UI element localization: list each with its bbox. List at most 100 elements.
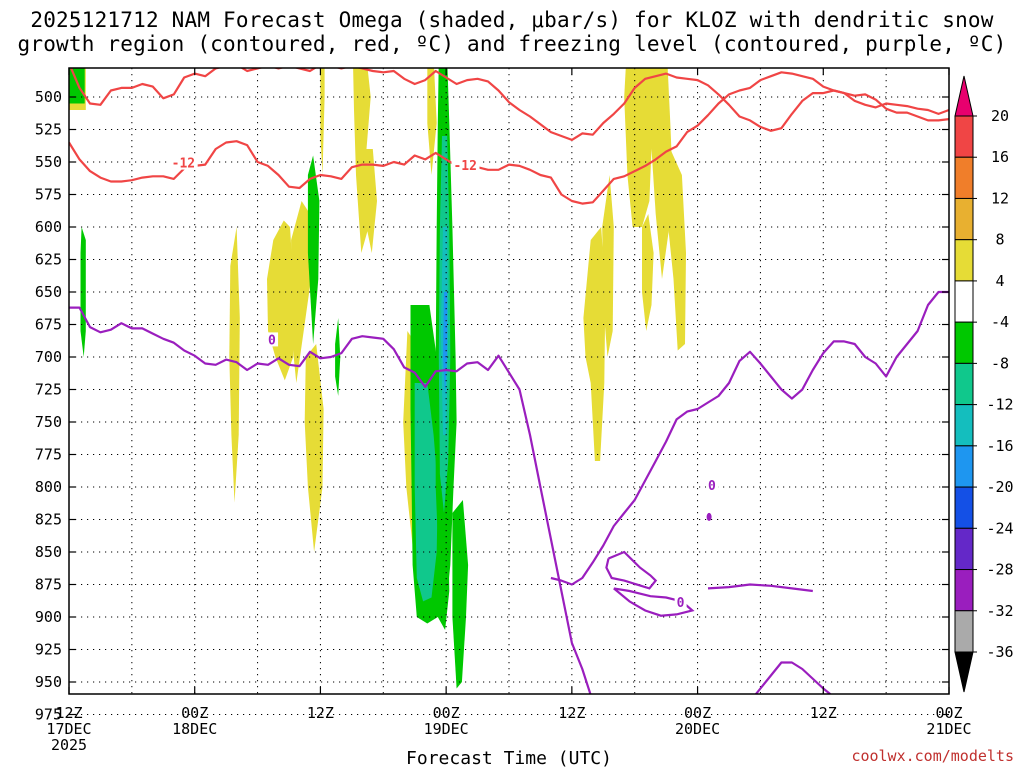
contour-label-freezing-3: 0 xyxy=(708,479,716,494)
freezing-level-lower-loop xyxy=(613,587,695,617)
colorbar-segment-7 xyxy=(954,404,974,447)
contour-layer: -12 -12 0 0 0 xyxy=(69,68,949,694)
omega-area-pos4-24 xyxy=(647,68,673,279)
x-tick-label-24-1: 12Z xyxy=(307,704,334,722)
colorbar-segment-12 xyxy=(954,610,974,653)
contour-label-dgz-1: -12 xyxy=(453,159,476,174)
colorbar-label--28: -28 xyxy=(986,561,1013,579)
colorbar-top-arrow xyxy=(954,75,974,117)
colorbar-label--16: -16 xyxy=(986,437,1013,455)
plot-frame xyxy=(68,67,950,695)
chart-title-line2: growth region (contoured, red, ºC) and f… xyxy=(17,32,1007,56)
colorbar-label-16: 16 xyxy=(991,148,1009,166)
freezing-level-main-contour xyxy=(69,306,592,694)
omega-area-pos4-23 xyxy=(624,68,653,227)
y-tick-label-900: 900 xyxy=(35,608,62,626)
colorbar-segment-3 xyxy=(954,239,974,282)
colorbar-label--20: -20 xyxy=(986,478,1013,496)
y-tick-label-825: 825 xyxy=(35,511,62,529)
x-tick-label-0-2: 17DEC xyxy=(46,720,91,738)
y-axis-ticks: 500 525 550 575 600 625 650 675 700 725 750 775 800 8… xyxy=(35,88,949,724)
y-tick-label-525: 525 xyxy=(35,121,62,139)
colorbar-segment-5 xyxy=(954,321,974,364)
colorbar-label--24: -24 xyxy=(986,519,1013,537)
colorbar-segment-4 xyxy=(954,280,974,323)
y-tick-label-650: 650 xyxy=(35,283,62,301)
y-tick-label-700: 700 xyxy=(35,348,62,366)
omega-area-pos4-11 xyxy=(364,149,377,253)
y-tick-label-800: 800 xyxy=(35,478,62,496)
contour-label-bg-4 xyxy=(674,595,687,609)
y-tick-label-850: 850 xyxy=(35,543,62,561)
omega-area-pos4-4 xyxy=(267,220,294,381)
y-tick-label-675: 675 xyxy=(35,316,62,334)
colorbar-label--8: -8 xyxy=(991,354,1009,372)
y-tick-label-725: 725 xyxy=(35,381,62,399)
freezing-level-tail-contour xyxy=(754,661,832,694)
contour-label-bg-1 xyxy=(451,158,480,173)
omega-area-pos4-6 xyxy=(304,344,324,552)
colorbar-segment-9 xyxy=(954,486,974,529)
colorbar-segment-2 xyxy=(954,197,974,241)
omega-area-pos4-22 xyxy=(602,175,614,357)
x-tick-label-84-1: 00Z xyxy=(935,704,962,722)
colorbar-label--12: -12 xyxy=(986,396,1013,414)
omega-area-neg4-1 xyxy=(69,68,85,104)
y-tick-label-950: 950 xyxy=(35,673,62,691)
colorbar-segment-8 xyxy=(954,445,974,488)
freezing-level-loop-contour xyxy=(707,583,813,593)
contour-label-dgz-0: -12 xyxy=(172,157,195,172)
colorbar-segment-0 xyxy=(954,115,974,158)
x-tick-label-0-1: 12Z xyxy=(55,704,82,722)
freezing-level-dot xyxy=(706,512,712,521)
contour-label-bg-3 xyxy=(706,478,719,492)
colorbar-segment-11 xyxy=(954,569,974,612)
y-tick-label-625: 625 xyxy=(35,251,62,269)
x-tick-label-36-1: 00Z xyxy=(433,704,460,722)
x-axis-label: Forecast Time (UTC) xyxy=(406,748,612,768)
x-tick-label-84-2: 21DEC xyxy=(926,720,971,738)
colorbar-label-20: 20 xyxy=(991,107,1009,125)
y-tick-label-550: 550 xyxy=(35,153,62,171)
colorbar-label--4: -4 xyxy=(991,313,1009,331)
y-tick-label-875: 875 xyxy=(35,576,62,594)
grid-layer xyxy=(69,68,949,715)
freezing-level-small-loop xyxy=(605,550,658,590)
omega-area-neg4-20 xyxy=(452,500,469,689)
colorbar-segment-10 xyxy=(954,527,974,571)
x-tick-label-12-2: 18DEC xyxy=(172,720,217,738)
contour-label-bg-2 xyxy=(266,332,279,347)
omega-area-pos4-8 xyxy=(320,68,325,175)
chart-title-line1: 2025121712 NAM Forecast Omega (shaded, μ… xyxy=(30,8,994,32)
colorbar-label--36: -36 xyxy=(986,643,1013,661)
omega-area-neg8-15 xyxy=(414,383,438,602)
y-tick-label-575: 575 xyxy=(35,186,62,204)
x-tick-label-60-2: 20DEC xyxy=(675,720,720,738)
colorbar-bottom-arrow xyxy=(954,651,974,693)
credit-link[interactable]: coolwx.com/modelts xyxy=(851,747,1014,765)
freezing-level-right-contour xyxy=(550,290,949,586)
omega-area-pos4-3 xyxy=(229,227,240,503)
x-tick-label-0-3: 2025 xyxy=(51,736,87,754)
contour-label-bg-0 xyxy=(169,155,198,170)
dgz-bottom-contour xyxy=(69,71,949,205)
contour-label-freezing-2: 0 xyxy=(268,333,276,348)
colorbar-label-8: 8 xyxy=(995,231,1004,249)
y-tick-label-600: 600 xyxy=(35,218,62,236)
y-tick-label-500: 500 xyxy=(35,88,62,106)
x-tick-label-72-1: 12Z xyxy=(810,704,837,722)
omega-area-pos4-26 xyxy=(642,214,654,331)
omega-area-neg4-9 xyxy=(335,318,341,396)
colorbar-label-4: 4 xyxy=(995,272,1004,290)
colorbar: 20 16 12 8 4 -4 -8 -12 -16 -20 -24 -28 -32 -36 xyxy=(954,75,1014,693)
y-tick-label-775: 775 xyxy=(35,446,62,464)
omega-area-pos4-13 xyxy=(427,68,437,175)
colorbar-label--32: -32 xyxy=(986,602,1013,620)
omega-shading-layer xyxy=(69,68,686,689)
x-tick-label-12-1: 00Z xyxy=(181,704,208,722)
colorbar-segment-1 xyxy=(954,156,974,199)
contour-label-freezing-4: 0 xyxy=(677,596,685,611)
y-tick-label-925: 925 xyxy=(35,641,62,659)
